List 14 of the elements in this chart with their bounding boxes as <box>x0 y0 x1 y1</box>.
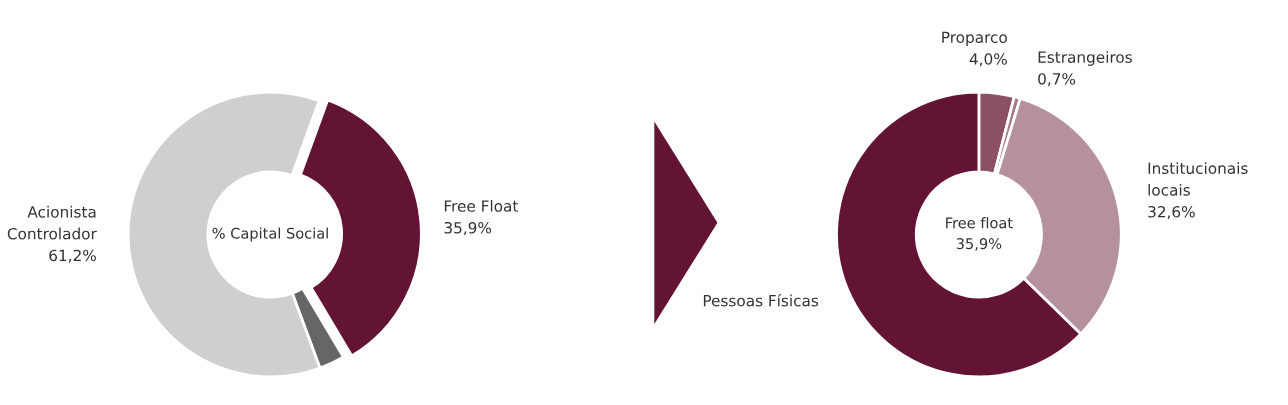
data-label: 35,9% <box>444 222 492 236</box>
data-label: 0,7% <box>1038 73 1076 87</box>
text: Free float <box>946 217 1013 229</box>
data-label: 61,2% <box>49 249 96 263</box>
text: % Capital Social <box>212 227 328 242</box>
slice-label: Estrangeiros <box>1038 51 1132 66</box>
data-label: 32,6% <box>1148 205 1195 220</box>
data-label: 4,0% <box>969 53 1007 67</box>
slice-label: Free Float <box>444 199 519 212</box>
text: 35,9% <box>956 238 1002 251</box>
slice-label: Proparco <box>942 31 1007 46</box>
slice-label: Acionista Controlador <box>7 205 97 240</box>
slice-label: Pessoas Físicas <box>703 294 819 307</box>
slice-label: Institucionais locais <box>1148 162 1248 196</box>
